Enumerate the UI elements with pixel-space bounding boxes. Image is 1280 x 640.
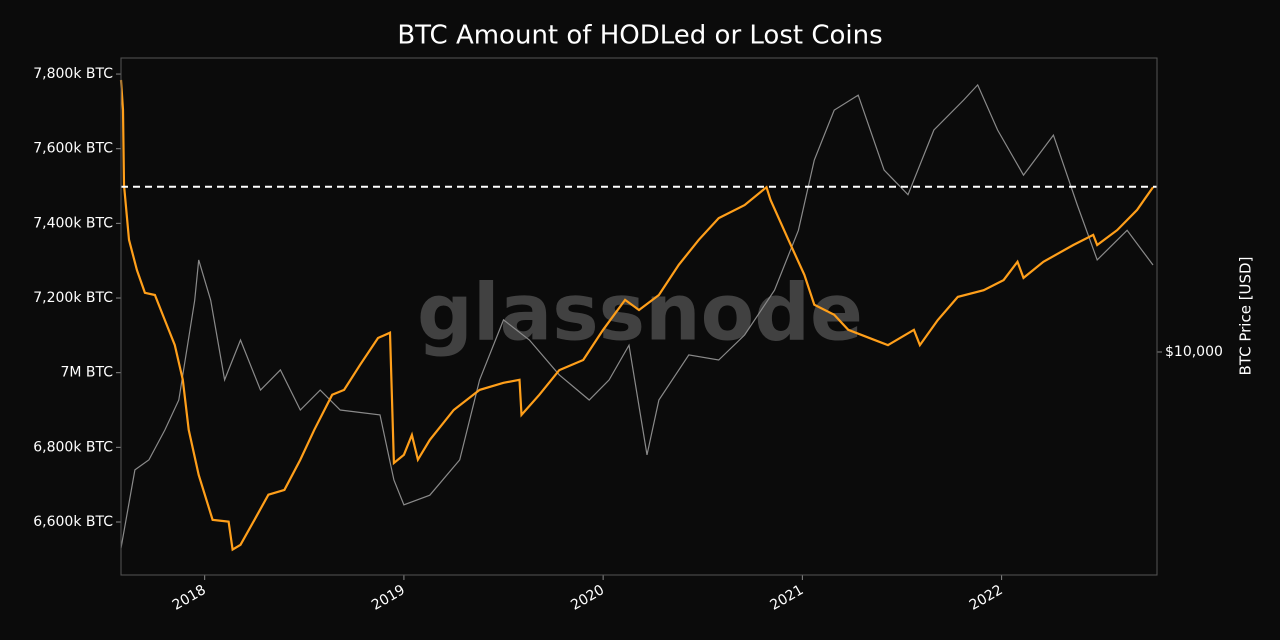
y-tick-label: 7,400k BTC [33, 215, 113, 231]
data-line [120, 83, 1154, 549]
y-tick-label: 7M BTC [60, 365, 113, 381]
y-tick-label: 6,600k BTC [33, 514, 113, 530]
watermark: glassnode [417, 268, 863, 358]
chart-title: BTC Amount of HODLed or Lost Coins [397, 21, 882, 51]
y2-tick-label: $10,000 [1165, 344, 1223, 360]
y-tick-label: 7,600k BTC [33, 141, 113, 157]
y2-axis-label: BTC Price [USD] [1237, 257, 1255, 376]
y-tick-label: 7,200k BTC [33, 290, 113, 306]
y-tick-label: 6,800k BTC [33, 439, 113, 455]
plot-frame [120, 57, 1158, 576]
y-tick-label: 7,800k BTC [33, 66, 113, 82]
data-line [119, 79, 1154, 552]
